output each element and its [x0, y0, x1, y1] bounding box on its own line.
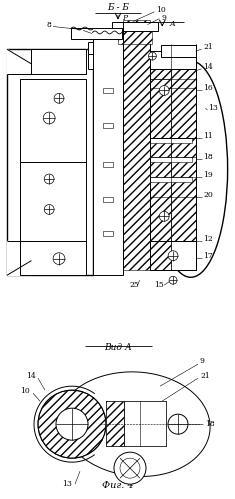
Bar — [103, 231, 113, 236]
Text: 17: 17 — [204, 251, 213, 259]
Bar — [106, 401, 124, 446]
Text: 12: 12 — [204, 235, 213, 243]
Text: Фиг. 4: Фиг. 4 — [102, 481, 134, 490]
Circle shape — [53, 252, 65, 264]
Ellipse shape — [154, 61, 228, 277]
Text: 9: 9 — [200, 357, 205, 365]
Circle shape — [44, 174, 54, 184]
Bar — [112, 21, 158, 31]
Bar — [103, 123, 113, 128]
Circle shape — [54, 93, 64, 103]
Text: 11: 11 — [204, 132, 213, 140]
Text: 13: 13 — [62, 480, 72, 488]
Text: 14: 14 — [204, 63, 213, 71]
Bar — [150, 138, 192, 143]
Circle shape — [44, 205, 54, 215]
Bar — [161, 45, 196, 57]
Polygon shape — [7, 49, 31, 74]
Bar — [103, 197, 113, 202]
Bar — [124, 401, 166, 446]
Bar — [71, 27, 122, 39]
Bar — [150, 69, 171, 79]
Bar — [150, 69, 171, 241]
Polygon shape — [7, 241, 31, 275]
Text: 15: 15 — [154, 281, 164, 289]
Bar — [106, 401, 166, 446]
Text: 10: 10 — [156, 6, 166, 14]
Circle shape — [168, 414, 188, 434]
Circle shape — [56, 408, 88, 440]
Text: 9: 9 — [161, 13, 166, 21]
Text: 16: 16 — [204, 84, 213, 92]
Bar — [118, 24, 153, 44]
Circle shape — [43, 112, 55, 124]
Bar — [103, 88, 113, 93]
Text: 13: 13 — [208, 104, 218, 112]
Bar — [20, 162, 86, 241]
Bar — [20, 241, 86, 275]
Polygon shape — [60, 372, 210, 477]
Bar — [150, 241, 171, 270]
Bar — [150, 51, 196, 69]
Text: А: А — [169, 19, 175, 27]
Bar — [123, 19, 150, 270]
Text: 18: 18 — [204, 153, 213, 161]
Text: 10: 10 — [20, 387, 30, 395]
Circle shape — [159, 212, 169, 221]
Text: Р: Р — [122, 13, 127, 21]
Text: 8: 8 — [46, 20, 51, 28]
Bar — [103, 162, 113, 167]
Text: Вид А: Вид А — [104, 343, 132, 352]
Bar — [150, 241, 196, 270]
Text: 21: 21 — [204, 43, 213, 51]
Polygon shape — [34, 386, 94, 462]
Bar — [89, 54, 98, 69]
Bar — [93, 29, 123, 275]
Bar — [31, 49, 86, 74]
Text: Б - Б: Б - Б — [107, 3, 129, 12]
Circle shape — [149, 52, 156, 60]
Bar — [89, 42, 103, 54]
Circle shape — [168, 251, 178, 260]
Text: 19: 19 — [204, 171, 213, 179]
Circle shape — [159, 85, 169, 95]
Text: 21: 21 — [200, 372, 210, 380]
Text: 14: 14 — [26, 372, 36, 380]
Circle shape — [169, 276, 177, 284]
Bar — [150, 157, 192, 162]
Text: 18: 18 — [205, 420, 215, 428]
Text: 25: 25 — [130, 281, 140, 289]
Circle shape — [120, 458, 140, 478]
Text: 20: 20 — [204, 191, 213, 199]
Circle shape — [114, 452, 146, 484]
Circle shape — [38, 390, 106, 458]
Bar — [150, 177, 192, 182]
Bar — [20, 79, 86, 162]
Bar — [171, 69, 196, 260]
Bar — [7, 49, 93, 275]
